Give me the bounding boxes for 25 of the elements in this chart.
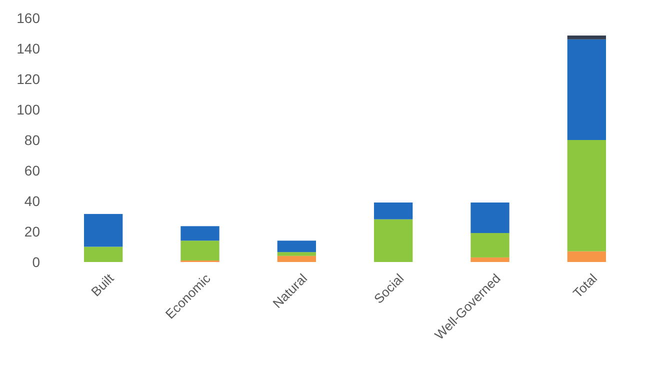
bar <box>567 140 606 252</box>
y-tick-label: 20 <box>24 223 40 240</box>
y-tick-label: 40 <box>24 192 40 209</box>
bar <box>277 256 316 262</box>
bar <box>470 257 510 262</box>
bar <box>567 39 606 140</box>
y-tick-label: 120 <box>16 70 40 87</box>
y-tick-label: 140 <box>16 40 40 56</box>
y-tick-label: 60 <box>24 162 40 178</box>
bar <box>180 240 220 260</box>
bar <box>277 240 316 252</box>
bar <box>567 251 606 262</box>
y-tick-label: 100 <box>16 101 40 118</box>
bar <box>470 233 510 258</box>
bar <box>470 202 510 234</box>
bar <box>374 202 413 220</box>
y-tick-label: 80 <box>24 132 40 148</box>
bar <box>180 226 220 241</box>
bar <box>374 219 413 262</box>
bar <box>567 36 606 40</box>
y-tick-label: 0 <box>32 254 40 270</box>
bar <box>84 246 123 262</box>
y-tick-label: 160 <box>16 10 40 26</box>
bar <box>277 252 316 256</box>
bar <box>84 214 123 247</box>
